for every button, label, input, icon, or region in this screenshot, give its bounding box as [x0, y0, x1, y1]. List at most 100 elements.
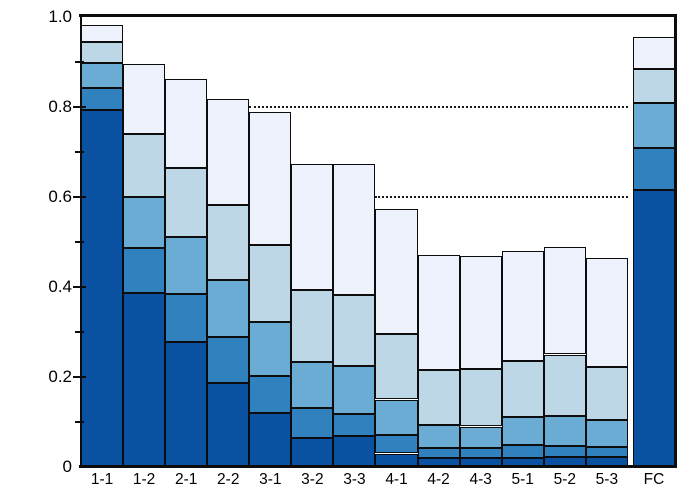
bar-segment-2-2-shade-3: [207, 280, 250, 338]
bar-segment-5-1-shade-2: [501, 444, 544, 458]
y-axis-line: [79, 13, 82, 468]
bar-segment-3-2-shade-1-darkest: [291, 437, 334, 467]
bar-segment-5-3-shade-3: [585, 419, 628, 448]
bar-segment-1-2-shade-2: [123, 247, 166, 293]
bar-segment-FC-shade-2: [632, 147, 675, 191]
bar-segment-5-3-shade-4: [585, 367, 628, 420]
bar-segment-3-3-shade-4: [333, 295, 376, 367]
bar-segment-1-1-shade-5-lightest: [81, 25, 124, 43]
x-tick-label-5-1: 5-1: [511, 471, 534, 488]
y-tick-major-0.8: [73, 105, 86, 109]
x-tick-label-1-1: 1-1: [90, 471, 114, 488]
x-tick-label-4-1: 4-1: [385, 471, 408, 488]
x-tick-label-FC: FC: [643, 471, 665, 488]
bar-segment-2-2-shade-5-lightest: [207, 99, 250, 205]
bar-segment-2-2-shade-2: [207, 337, 250, 383]
x-tick-label-1-2: 1-2: [132, 471, 156, 488]
bar-segment-3-2-shade-2: [291, 407, 334, 438]
bar-segment-4-1-shade-4: [375, 333, 418, 400]
x-axis-line: [79, 464, 677, 468]
bar-segment-2-1-shade-1-darkest: [165, 342, 208, 467]
y-tick-label-0.4: 0.4: [48, 277, 72, 296]
bar-segment-3-3-shade-1-darkest: [333, 436, 376, 467]
bar-segment-3-3-shade-3: [333, 366, 376, 415]
bar-segment-1-1-shade-1-darkest: [81, 109, 124, 467]
y-tick-minor-0.3: [75, 331, 84, 333]
reference-line-0.6: [375, 196, 628, 198]
bar-segment-1-2-shade-3: [123, 197, 166, 248]
bar-segment-1-2-shade-4: [123, 134, 166, 198]
reference-line-0.8: [249, 106, 628, 108]
bar-segment-4-1-shade-3: [375, 399, 418, 435]
bar-segment-4-2-shade-4: [417, 369, 460, 425]
x-tick-label-5-2: 5-2: [553, 471, 576, 488]
bar-segment-1-1-shade-4: [81, 42, 124, 63]
y-tick-minor-0.5: [75, 241, 84, 243]
x-tick-label-2-1: 2-1: [174, 471, 198, 488]
y-tick-label-0.2: 0.2: [48, 367, 72, 386]
bar-segment-2-1-shade-5-lightest: [165, 78, 208, 169]
bar-segment-3-1-shade-1-darkest: [249, 413, 292, 467]
bar-segment-2-1-shade-3: [165, 237, 208, 294]
bar-segment-1-2-shade-5-lightest: [123, 63, 166, 135]
x-tick-label-4-3: 4-3: [469, 471, 492, 488]
x-tick-label-4-2: 4-2: [427, 471, 450, 488]
bar-segment-5-2-shade-2: [543, 445, 586, 457]
x-tick-label-2-2: 2-2: [217, 471, 240, 488]
y-tick-label-0.8: 0.8: [48, 97, 72, 116]
y-tick-major-0.2: [73, 375, 86, 379]
bar-segment-3-2-shade-5-lightest: [291, 163, 334, 290]
plot-border-right: [673, 13, 677, 468]
bar-segment-5-3-shade-2: [585, 447, 628, 458]
y-tick-minor-0.1: [75, 421, 84, 423]
bar-segment-4-3-shade-2: [459, 448, 502, 458]
bar-segment-5-1-shade-4: [501, 361, 544, 418]
bar-segment-4-2-shade-3: [417, 424, 460, 449]
y-tick-major-0.6: [73, 195, 86, 199]
bar-segment-1-1-shade-2: [81, 87, 124, 110]
y-tick-label-1.0: 1.0: [48, 7, 72, 26]
bar-segment-4-1-shade-5-lightest: [375, 208, 418, 334]
bar-segment-5-2-shade-5-lightest: [543, 246, 586, 355]
bar-segment-3-2-shade-4: [291, 289, 334, 363]
bar-segment-5-3-shade-5-lightest: [585, 258, 628, 368]
bar-segment-FC-shade-1-darkest: [632, 190, 675, 467]
bar-segment-2-1-shade-4: [165, 168, 208, 238]
bar-segment-5-1-shade-5-lightest: [501, 251, 544, 362]
bar-segment-4-3-shade-4: [459, 368, 502, 427]
x-tick-label-5-3: 5-3: [595, 471, 619, 488]
bar-segment-FC-shade-5-lightest: [632, 37, 675, 69]
y-tick-major-0.4: [73, 285, 86, 289]
bar-segment-FC-shade-4: [632, 68, 675, 103]
bar-segment-3-3-shade-5-lightest: [333, 164, 376, 296]
x-tick-label-3-3: 3-3: [343, 471, 366, 488]
bar-segment-1-1-shade-3: [81, 62, 124, 88]
bar-segment-3-1-shade-5-lightest: [249, 111, 292, 245]
bar-segment-4-1-shade-2: [375, 434, 418, 454]
x-tick-label-3-1: 3-1: [259, 471, 282, 488]
bar-segment-1-2-shade-1-darkest: [123, 292, 166, 467]
bar-segment-2-2-shade-1-darkest: [207, 382, 250, 467]
y-tick-label-0.6: 0.6: [48, 187, 72, 206]
bar-segment-3-2-shade-3: [291, 362, 334, 408]
plot-border-top: [79, 13, 677, 17]
bar-segment-4-2-shade-2: [417, 448, 460, 458]
bar-segment-5-2-shade-4: [543, 354, 586, 417]
y-tick-minor-0.7: [75, 151, 84, 153]
bar-segment-4-2-shade-5-lightest: [417, 254, 460, 370]
bar-segment-FC-shade-3: [632, 102, 675, 148]
bar-segment-4-3-shade-3: [459, 426, 502, 449]
bar-segment-3-1-shade-4: [249, 244, 292, 323]
bar-segment-5-2-shade-3: [543, 416, 586, 446]
bar-segment-5-1-shade-3: [501, 417, 544, 445]
y-tick-minor-0.9: [75, 61, 84, 63]
bar-segment-2-1-shade-2: [165, 293, 208, 343]
y-tick-label-0: 0: [62, 457, 72, 476]
bar-segment-3-1-shade-3: [249, 322, 292, 377]
x-tick-label-3-2: 3-2: [301, 471, 324, 488]
bar-segment-4-3-shade-5-lightest: [459, 255, 502, 369]
bar-segment-2-2-shade-4: [207, 204, 250, 281]
bar-segment-3-3-shade-2: [333, 414, 376, 437]
bar-segment-3-1-shade-2: [249, 376, 292, 414]
